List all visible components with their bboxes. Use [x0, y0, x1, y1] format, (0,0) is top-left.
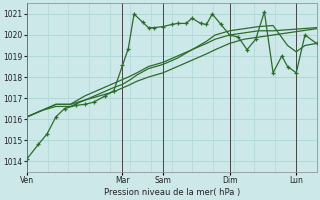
X-axis label: Pression niveau de la mer( hPa ): Pression niveau de la mer( hPa ) — [104, 188, 240, 197]
